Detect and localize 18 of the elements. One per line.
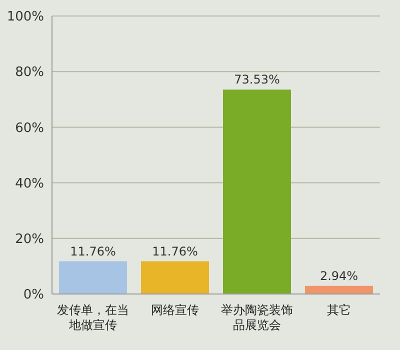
bar bbox=[305, 286, 373, 294]
data-label: 11.76% bbox=[70, 244, 116, 258]
y-tick-label: 100% bbox=[6, 10, 44, 25]
y-tick-label: 40% bbox=[15, 176, 44, 192]
x-tick-label: 发传单，在当地做宣传 bbox=[57, 303, 129, 332]
y-tick-label: 20% bbox=[15, 232, 44, 248]
bar bbox=[223, 90, 291, 294]
x-tick-label: 举办陶瓷装饰品展览会 bbox=[221, 303, 293, 332]
data-label: 2.94% bbox=[320, 268, 358, 283]
x-tick-label: 网络宣传 bbox=[151, 303, 199, 317]
data-label: 11.76% bbox=[152, 244, 198, 258]
y-tick-label: 60% bbox=[15, 120, 44, 136]
data-label: 73.53% bbox=[234, 72, 280, 87]
bar bbox=[141, 261, 209, 294]
bar bbox=[59, 261, 127, 294]
y-tick-label: 0% bbox=[23, 288, 44, 303]
x-tick-label: 其它 bbox=[327, 303, 351, 317]
y-tick-label: 80% bbox=[15, 65, 44, 80]
